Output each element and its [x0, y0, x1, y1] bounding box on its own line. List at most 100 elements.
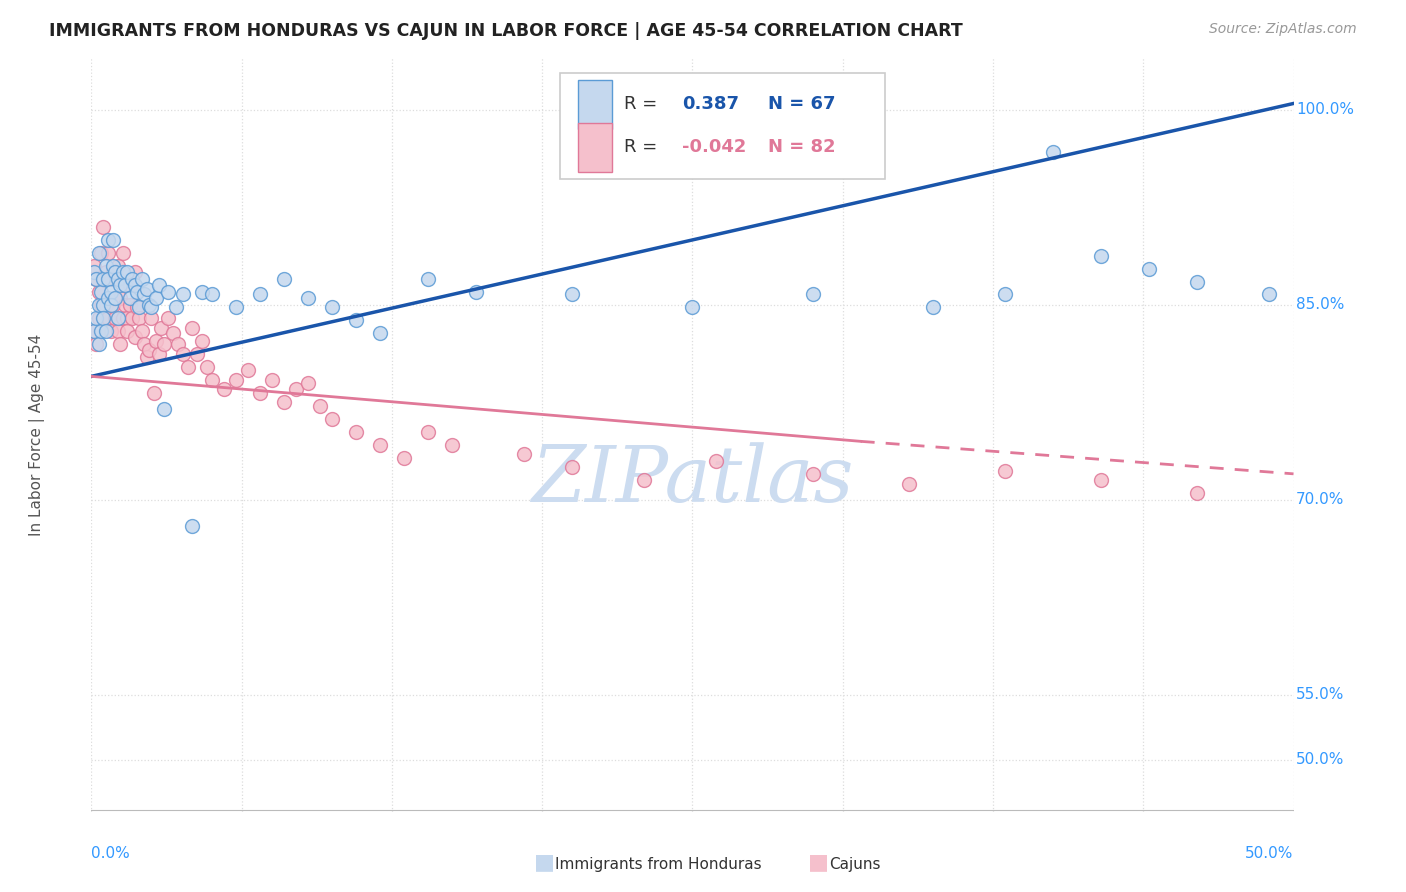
- Point: [125, 301, 148, 315]
- Point: [368, 326, 391, 341]
- Point: [150, 321, 173, 335]
- Point: [561, 287, 583, 301]
- Point: [236, 363, 259, 377]
- Point: [321, 412, 343, 426]
- Point: [94, 298, 117, 312]
- Point: [1042, 145, 1064, 159]
- Point: [297, 292, 319, 306]
- Point: [416, 272, 439, 286]
- Point: [162, 326, 184, 341]
- Point: [84, 337, 107, 351]
- Point: [110, 292, 132, 306]
- Point: [249, 386, 271, 401]
- Point: [93, 310, 115, 325]
- Text: ■: ■: [808, 853, 830, 872]
- Point: [145, 334, 167, 349]
- Point: [114, 278, 136, 293]
- Point: [225, 373, 247, 387]
- Point: [100, 285, 122, 299]
- Point: [145, 292, 167, 306]
- Point: [633, 473, 655, 487]
- Point: [97, 233, 120, 247]
- Point: [225, 301, 247, 315]
- Point: [107, 324, 129, 338]
- FancyBboxPatch shape: [560, 73, 884, 178]
- Point: [152, 401, 174, 416]
- Point: [87, 246, 110, 260]
- Point: [131, 324, 153, 338]
- Point: [181, 518, 204, 533]
- Point: [148, 347, 170, 361]
- Point: [201, 373, 224, 387]
- Point: [87, 285, 110, 299]
- Point: [1187, 275, 1209, 289]
- Point: [922, 301, 945, 315]
- Point: [101, 259, 124, 273]
- Point: [100, 272, 122, 286]
- Point: [273, 272, 295, 286]
- Text: Source: ZipAtlas.com: Source: ZipAtlas.com: [1209, 22, 1357, 37]
- Text: IMMIGRANTS FROM HONDURAS VS CAJUN IN LABOR FORCE | AGE 45-54 CORRELATION CHART: IMMIGRANTS FROM HONDURAS VS CAJUN IN LAB…: [49, 22, 963, 40]
- Point: [135, 350, 157, 364]
- Point: [111, 310, 134, 325]
- Point: [135, 282, 157, 296]
- Point: [142, 386, 165, 401]
- Point: [111, 246, 134, 260]
- Point: [83, 259, 105, 273]
- Point: [107, 259, 129, 273]
- Point: [83, 324, 105, 338]
- Text: 70.0%: 70.0%: [1296, 492, 1344, 508]
- Text: R =: R =: [624, 95, 664, 113]
- Point: [416, 425, 439, 440]
- Point: [124, 278, 146, 293]
- Point: [104, 265, 127, 279]
- Point: [94, 324, 117, 338]
- Point: [513, 447, 536, 461]
- Point: [118, 292, 141, 306]
- Point: [124, 265, 146, 279]
- Point: [284, 383, 307, 397]
- Point: [801, 467, 824, 481]
- Point: [201, 287, 224, 301]
- Point: [392, 451, 415, 466]
- Point: [87, 298, 110, 312]
- Point: [897, 477, 920, 491]
- Text: 85.0%: 85.0%: [1296, 297, 1344, 312]
- Text: ZIPatlas: ZIPatlas: [531, 442, 853, 518]
- Point: [87, 310, 110, 325]
- Point: [141, 301, 163, 315]
- Point: [83, 324, 105, 338]
- Point: [118, 278, 141, 293]
- Point: [90, 324, 112, 338]
- Point: [440, 438, 463, 452]
- Text: 50.0%: 50.0%: [1296, 752, 1344, 767]
- Point: [681, 301, 703, 315]
- Point: [84, 310, 107, 325]
- FancyBboxPatch shape: [578, 123, 612, 172]
- Text: 0.0%: 0.0%: [91, 846, 131, 861]
- Point: [141, 310, 163, 325]
- Point: [100, 298, 122, 312]
- Point: [195, 360, 218, 375]
- FancyBboxPatch shape: [578, 79, 612, 128]
- Point: [1090, 473, 1112, 487]
- Point: [128, 310, 150, 325]
- Text: N = 82: N = 82: [768, 138, 835, 156]
- Point: [93, 272, 115, 286]
- Point: [87, 337, 110, 351]
- Point: [104, 310, 127, 325]
- Point: [117, 310, 139, 325]
- Point: [561, 460, 583, 475]
- Point: [134, 337, 156, 351]
- Text: -0.042: -0.042: [682, 138, 747, 156]
- Point: [308, 399, 330, 413]
- Point: [117, 265, 139, 279]
- Point: [111, 265, 134, 279]
- Point: [1137, 261, 1160, 276]
- Point: [321, 301, 343, 315]
- Point: [110, 337, 132, 351]
- Text: In Labor Force | Age 45-54: In Labor Force | Age 45-54: [30, 334, 45, 536]
- Text: ■: ■: [534, 853, 555, 872]
- Point: [93, 310, 115, 325]
- Point: [83, 265, 105, 279]
